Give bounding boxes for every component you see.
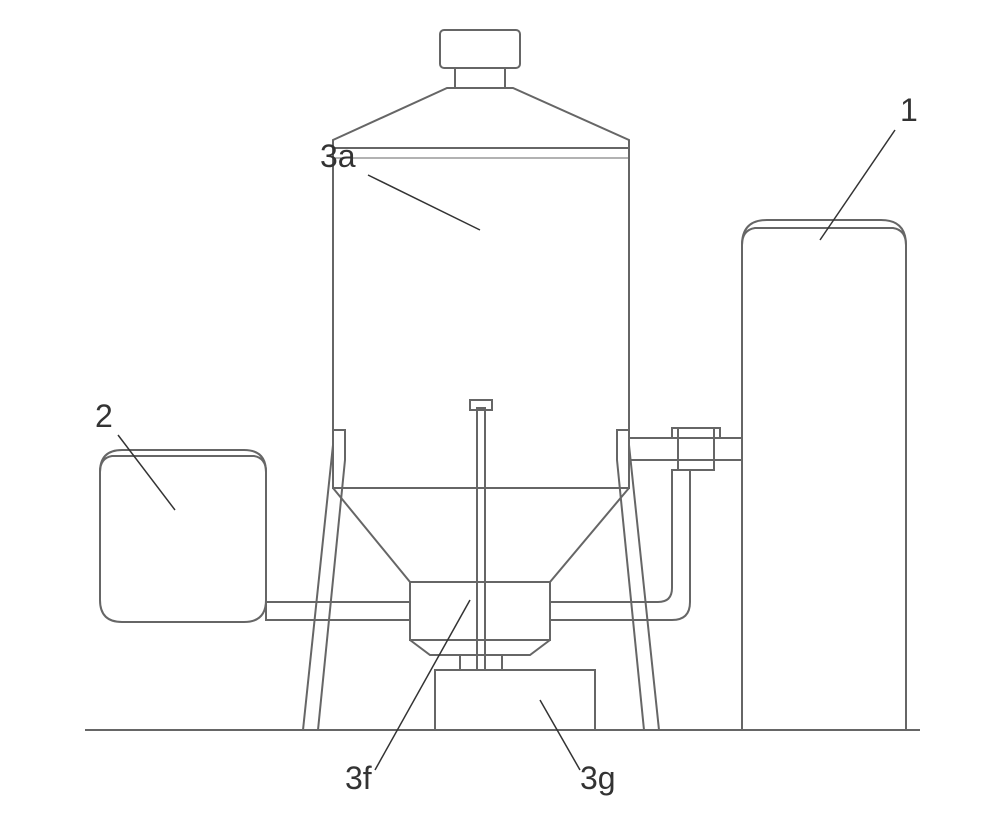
label-3f: 3f bbox=[345, 760, 372, 797]
pipe-left-lower bbox=[266, 602, 410, 620]
leader-3f bbox=[375, 600, 470, 770]
component-2-tank bbox=[100, 450, 266, 622]
diagram-canvas: 1 2 3a 3f 3g bbox=[0, 0, 1000, 832]
shaft bbox=[470, 400, 492, 670]
label-3g: 3g bbox=[580, 760, 616, 797]
label-3a: 3a bbox=[320, 138, 356, 175]
leader-3a bbox=[368, 175, 480, 230]
component-3f-chamber bbox=[410, 582, 550, 655]
label-1: 1 bbox=[900, 92, 918, 129]
component-1-tank bbox=[742, 220, 906, 730]
label-2: 2 bbox=[95, 398, 113, 435]
leader-1 bbox=[820, 130, 895, 240]
component-3g-motor bbox=[435, 655, 595, 730]
leader-2 bbox=[118, 435, 175, 510]
technical-diagram-svg bbox=[0, 0, 1000, 832]
leader-3g bbox=[540, 700, 580, 770]
legs bbox=[303, 430, 659, 730]
hopper bbox=[333, 488, 629, 582]
pipe-right-upper bbox=[629, 428, 742, 470]
component-3a-vessel bbox=[333, 30, 629, 488]
